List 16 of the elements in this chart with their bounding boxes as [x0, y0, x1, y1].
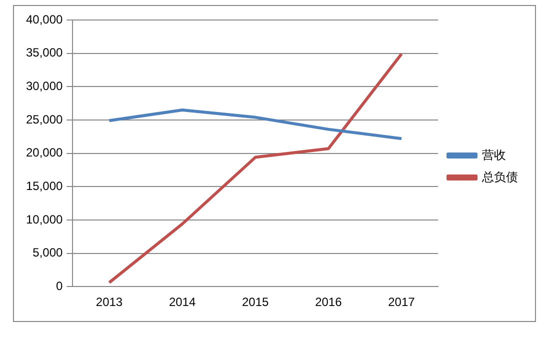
y-tick-label: 25,000 — [26, 112, 64, 126]
x-tick-label: 2014 — [168, 295, 196, 310]
y-tick-label: 0 — [56, 278, 64, 293]
x-tick-label: 2017 — [388, 295, 416, 310]
y-tick-label: 30,000 — [26, 78, 64, 93]
x-tick-label: 2013 — [96, 295, 123, 310]
y-tick-label: 15,000 — [26, 178, 64, 193]
x-tick-label: 2016 — [315, 295, 342, 310]
x-tick-label: 2015 — [242, 295, 270, 310]
y-tick-label: 20,000 — [26, 146, 64, 160]
y-tick-label: 35,000 — [26, 46, 64, 60]
y-tick-label: 40,000 — [26, 12, 64, 26]
y-tick-label: 5,000 — [32, 246, 64, 260]
legend-label: 总负债 — [481, 170, 518, 184]
legend-label: 营收 — [482, 148, 506, 162]
y-tick-label: 10,000 — [26, 212, 64, 226]
